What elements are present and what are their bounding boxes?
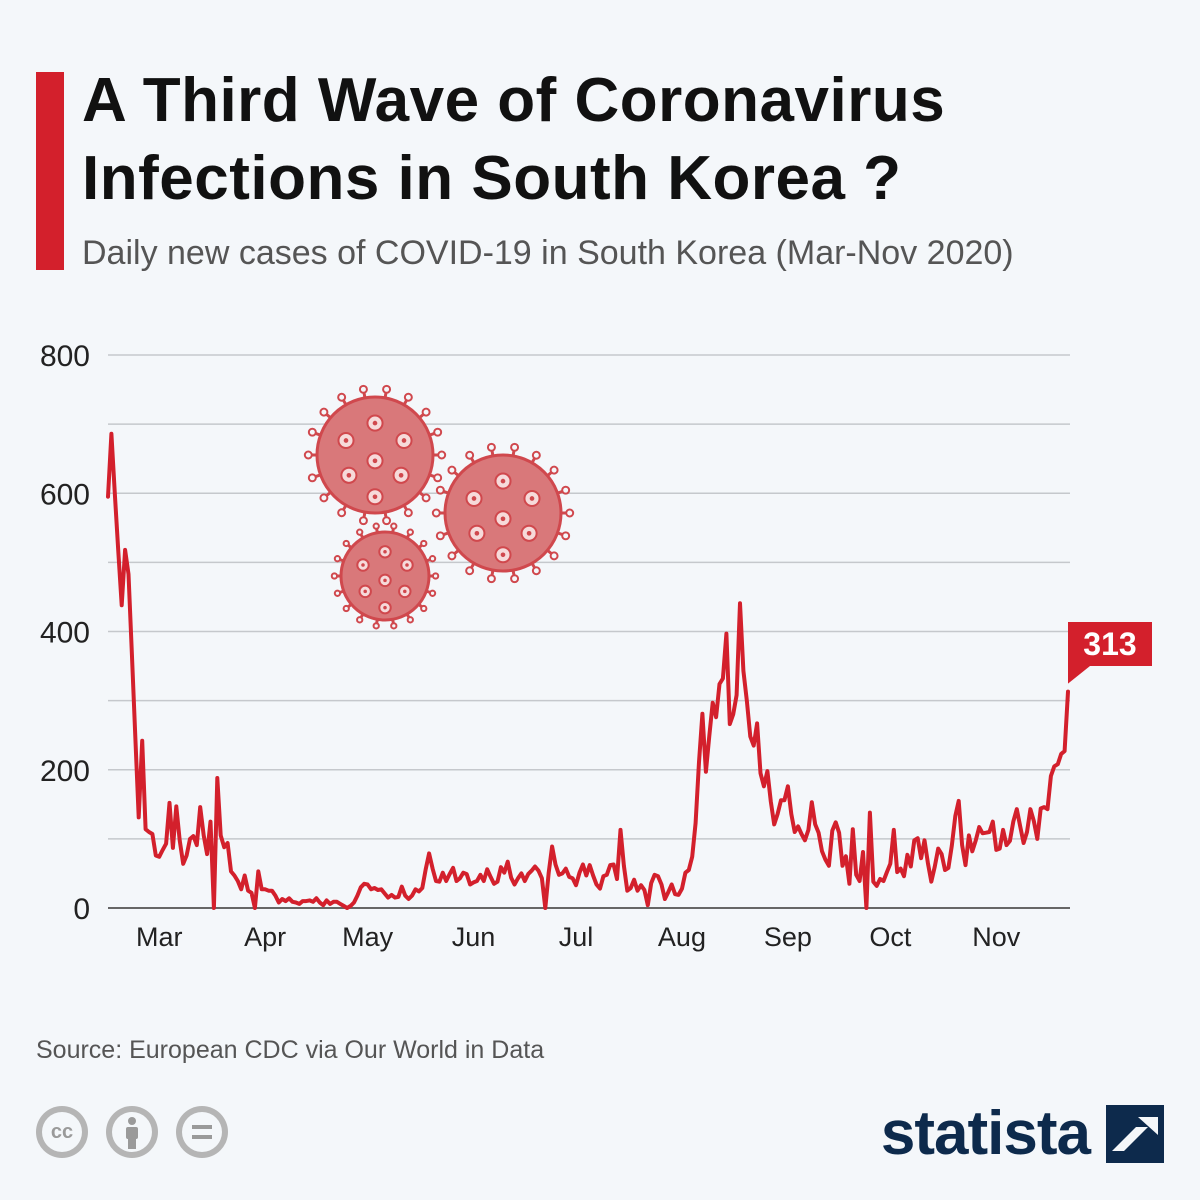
x-tick-label: Oct [869,922,912,952]
virus-illustration [303,384,575,630]
virus-icon [303,384,447,526]
latest-value-callout-box [1068,622,1152,684]
y-tick-label: 800 [40,340,90,373]
y-tick-label: 0 [73,893,90,926]
x-tick-label: Mar [136,922,183,952]
x-tick-label: Nov [972,922,1021,952]
y-tick-label: 200 [40,755,90,788]
statista-logo-icon [1106,1104,1164,1163]
source-note: Source: European CDC via Our World in Da… [36,1036,545,1064]
x-tick-label: May [342,922,394,952]
statista-logo[interactable]: statista [881,1098,1164,1169]
license-icons: cc [36,1106,228,1158]
chart: 0 200 400 600 800 Mar Apr May Jun Jul Aug Sep Oct No… [40,340,1152,952]
y-tick-label: 600 [40,478,90,511]
virus-icon [431,442,575,584]
page-title: A Third Wave of Coronavirus Infections i… [82,66,946,213]
latest-value-callout: 313 [1068,622,1152,684]
x-tick-label: Apr [244,922,286,952]
y-axis: 0 200 400 600 800 [40,340,90,926]
virus-icon [330,522,440,630]
latest-value-label: 313 [1083,626,1136,662]
cc-icon[interactable]: cc [36,1106,88,1158]
y-tick-label: 400 [40,617,90,650]
page-subtitle: Daily new cases of COVID-19 in South Kor… [82,234,1014,272]
chart-grid [108,354,1070,909]
nd-icon[interactable] [176,1106,228,1158]
x-tick-label: Sep [764,922,812,952]
x-tick-label: Jun [452,922,496,952]
accent-bar [36,72,64,270]
x-tick-label: Aug [658,922,706,952]
x-tick-label: Jul [559,922,594,952]
brand-name: statista [880,1099,1091,1168]
by-icon[interactable] [106,1106,158,1158]
series-line-daily-cases [106,431,1070,910]
x-axis: Mar Apr May Jun Jul Aug Sep Oct Nov [136,922,1021,952]
